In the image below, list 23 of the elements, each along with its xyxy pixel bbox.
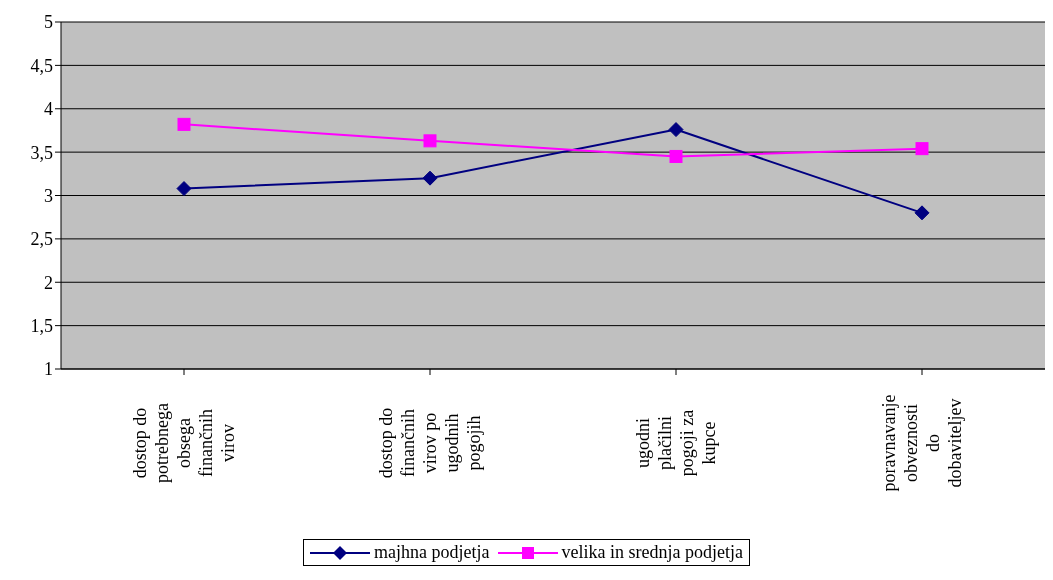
x-tick-label: poravnavanje obveznosti do dobaviteljev: [879, 394, 965, 492]
point: [423, 134, 437, 148]
x-tick-label: ugodni plačilni pogoji za kupce: [633, 409, 719, 477]
y-tick-label: 3,5: [30, 142, 53, 163]
point: [176, 181, 192, 197]
y-tick-label: 4: [44, 99, 53, 120]
legend-label: majhna podjetja: [374, 542, 490, 563]
point: [915, 142, 929, 156]
y-tick-label: 1,5: [30, 316, 53, 337]
y-tick-label: 2,5: [30, 229, 53, 250]
x-tick-label: dostop do finančnih virov po ugodnih pogojih: [376, 407, 484, 479]
y-tick-label: 1: [44, 359, 53, 380]
point: [668, 122, 684, 138]
point: [422, 170, 438, 186]
point: [177, 117, 191, 131]
point: [669, 149, 683, 163]
x-tick-label: dostop do potrebnega obsega finančnih virov: [130, 403, 238, 483]
point: [914, 205, 930, 221]
legend-label: velika in srednja podjetja: [561, 542, 743, 563]
y-tick-label: 2: [44, 272, 53, 293]
y-tick-label: 3: [44, 185, 53, 206]
y-tick-label: 4,5: [30, 55, 53, 76]
y-tick-label: 5: [44, 12, 53, 33]
